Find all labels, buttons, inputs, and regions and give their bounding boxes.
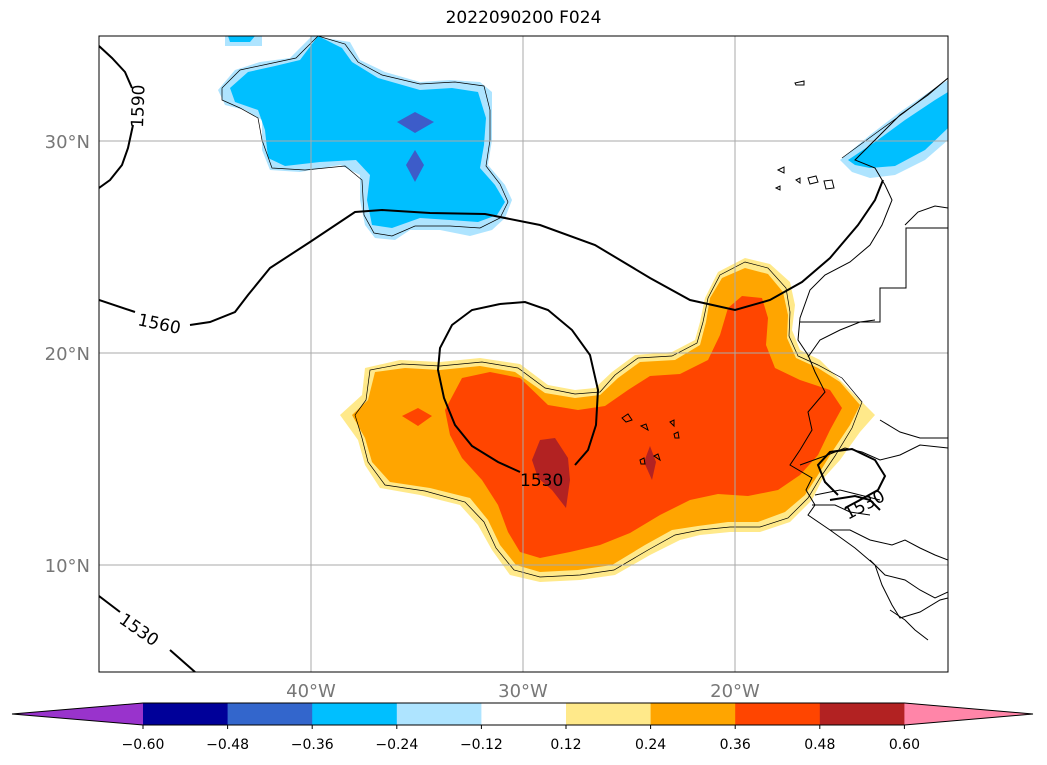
colorbar: −0.60 −0.48 −0.36 −0.24 −0.12 0.12 0.24 0.36 0.4… bbox=[11, 702, 1034, 753]
lon-label-40w: 40°W bbox=[286, 681, 336, 702]
colorbar-tick-label: 0.60 bbox=[889, 737, 920, 753]
colorbar-segment bbox=[819, 703, 905, 725]
negative-anomaly-northwest bbox=[218, 36, 512, 240]
contour-1530-east bbox=[816, 447, 887, 509]
contour-label-1590: 1590 bbox=[128, 84, 149, 128]
map-frame bbox=[98, 35, 949, 673]
zero-contour-central bbox=[354, 261, 863, 578]
morocco-border bbox=[904, 205, 948, 226]
lat-label-20n: 20°N bbox=[45, 344, 90, 365]
colorbar-extend-high bbox=[904, 703, 1033, 725]
colorbar-segment bbox=[312, 703, 398, 725]
colorbar-segment bbox=[566, 703, 652, 725]
contour-1530-small bbox=[829, 494, 881, 511]
mauritania-borders bbox=[807, 319, 876, 358]
red-orange-region bbox=[402, 296, 842, 558]
colorbar-segment bbox=[227, 703, 313, 725]
positive-anomaly-central bbox=[340, 258, 875, 582]
mali-border bbox=[879, 419, 948, 439]
colorbar-segment bbox=[396, 703, 482, 725]
colorbar-tick-label: −0.60 bbox=[122, 737, 165, 753]
colorbar-tick-label: −0.24 bbox=[375, 737, 418, 753]
contour-1560 bbox=[99, 179, 884, 326]
dark-blue-spot-1 bbox=[397, 112, 434, 133]
blue-region-ne bbox=[848, 92, 948, 168]
colorbar-segment bbox=[143, 703, 229, 725]
map-title: 2022090200 F024 bbox=[445, 8, 602, 28]
contour-1590 bbox=[99, 45, 133, 89]
contour-1530-southwest bbox=[99, 595, 196, 672]
blue-region bbox=[228, 36, 505, 228]
lon-label-20w: 20°W bbox=[710, 681, 760, 702]
colorbar-tick-label: 0.12 bbox=[550, 737, 581, 753]
contour-1530-low bbox=[436, 300, 600, 473]
colorbar-tick-label: −0.48 bbox=[206, 737, 249, 753]
africa-coastline bbox=[789, 77, 948, 619]
dark-red-spot-1 bbox=[532, 438, 570, 508]
contour-1590-lower bbox=[99, 124, 134, 189]
colorbar-tick-label: −0.36 bbox=[291, 737, 334, 753]
lon-label-30w: 30°W bbox=[498, 681, 548, 702]
contour-label-1530-low: 1530 bbox=[520, 471, 563, 491]
colorbar-tick-label: −0.12 bbox=[460, 737, 503, 753]
canary-islands bbox=[774, 166, 835, 191]
guinea-borders bbox=[869, 559, 948, 641]
western-sahara-border bbox=[800, 227, 948, 323]
colorbar-extend-low bbox=[12, 703, 143, 725]
senegal-gambia bbox=[799, 444, 948, 561]
colorbar-tick-label: 0.24 bbox=[635, 737, 666, 753]
colorbar-segment bbox=[650, 703, 736, 725]
height-contours bbox=[99, 45, 887, 672]
dark-red-spot-2 bbox=[644, 446, 656, 480]
dark-blue-spot-2 bbox=[406, 150, 424, 182]
lat-label-10n: 10°N bbox=[45, 556, 90, 577]
colorbar-segment bbox=[481, 703, 567, 725]
colorbar-segment bbox=[735, 703, 821, 725]
colorbar-tick-label: 0.36 bbox=[720, 737, 751, 753]
cape-verde-islands bbox=[621, 413, 680, 465]
colorbar-tick-label: 0.48 bbox=[804, 737, 835, 753]
map-area: 1590 1560 1530 1530 1530 bbox=[99, 36, 948, 672]
zero-contour-northwest bbox=[221, 36, 509, 237]
lat-label-30n: 30°N bbox=[45, 132, 90, 153]
madeira bbox=[794, 80, 805, 86]
coastlines bbox=[621, 77, 948, 641]
